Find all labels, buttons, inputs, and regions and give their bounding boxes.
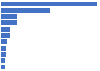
Bar — [1, 39, 7, 44]
Bar — [1, 27, 10, 32]
Bar — [1, 65, 5, 70]
Bar — [1, 20, 17, 25]
Bar — [1, 33, 10, 38]
Bar — [1, 46, 6, 51]
Bar — [1, 1, 97, 6]
Bar — [1, 58, 5, 63]
Bar — [1, 8, 50, 13]
Bar — [1, 52, 6, 57]
Bar — [1, 14, 17, 19]
